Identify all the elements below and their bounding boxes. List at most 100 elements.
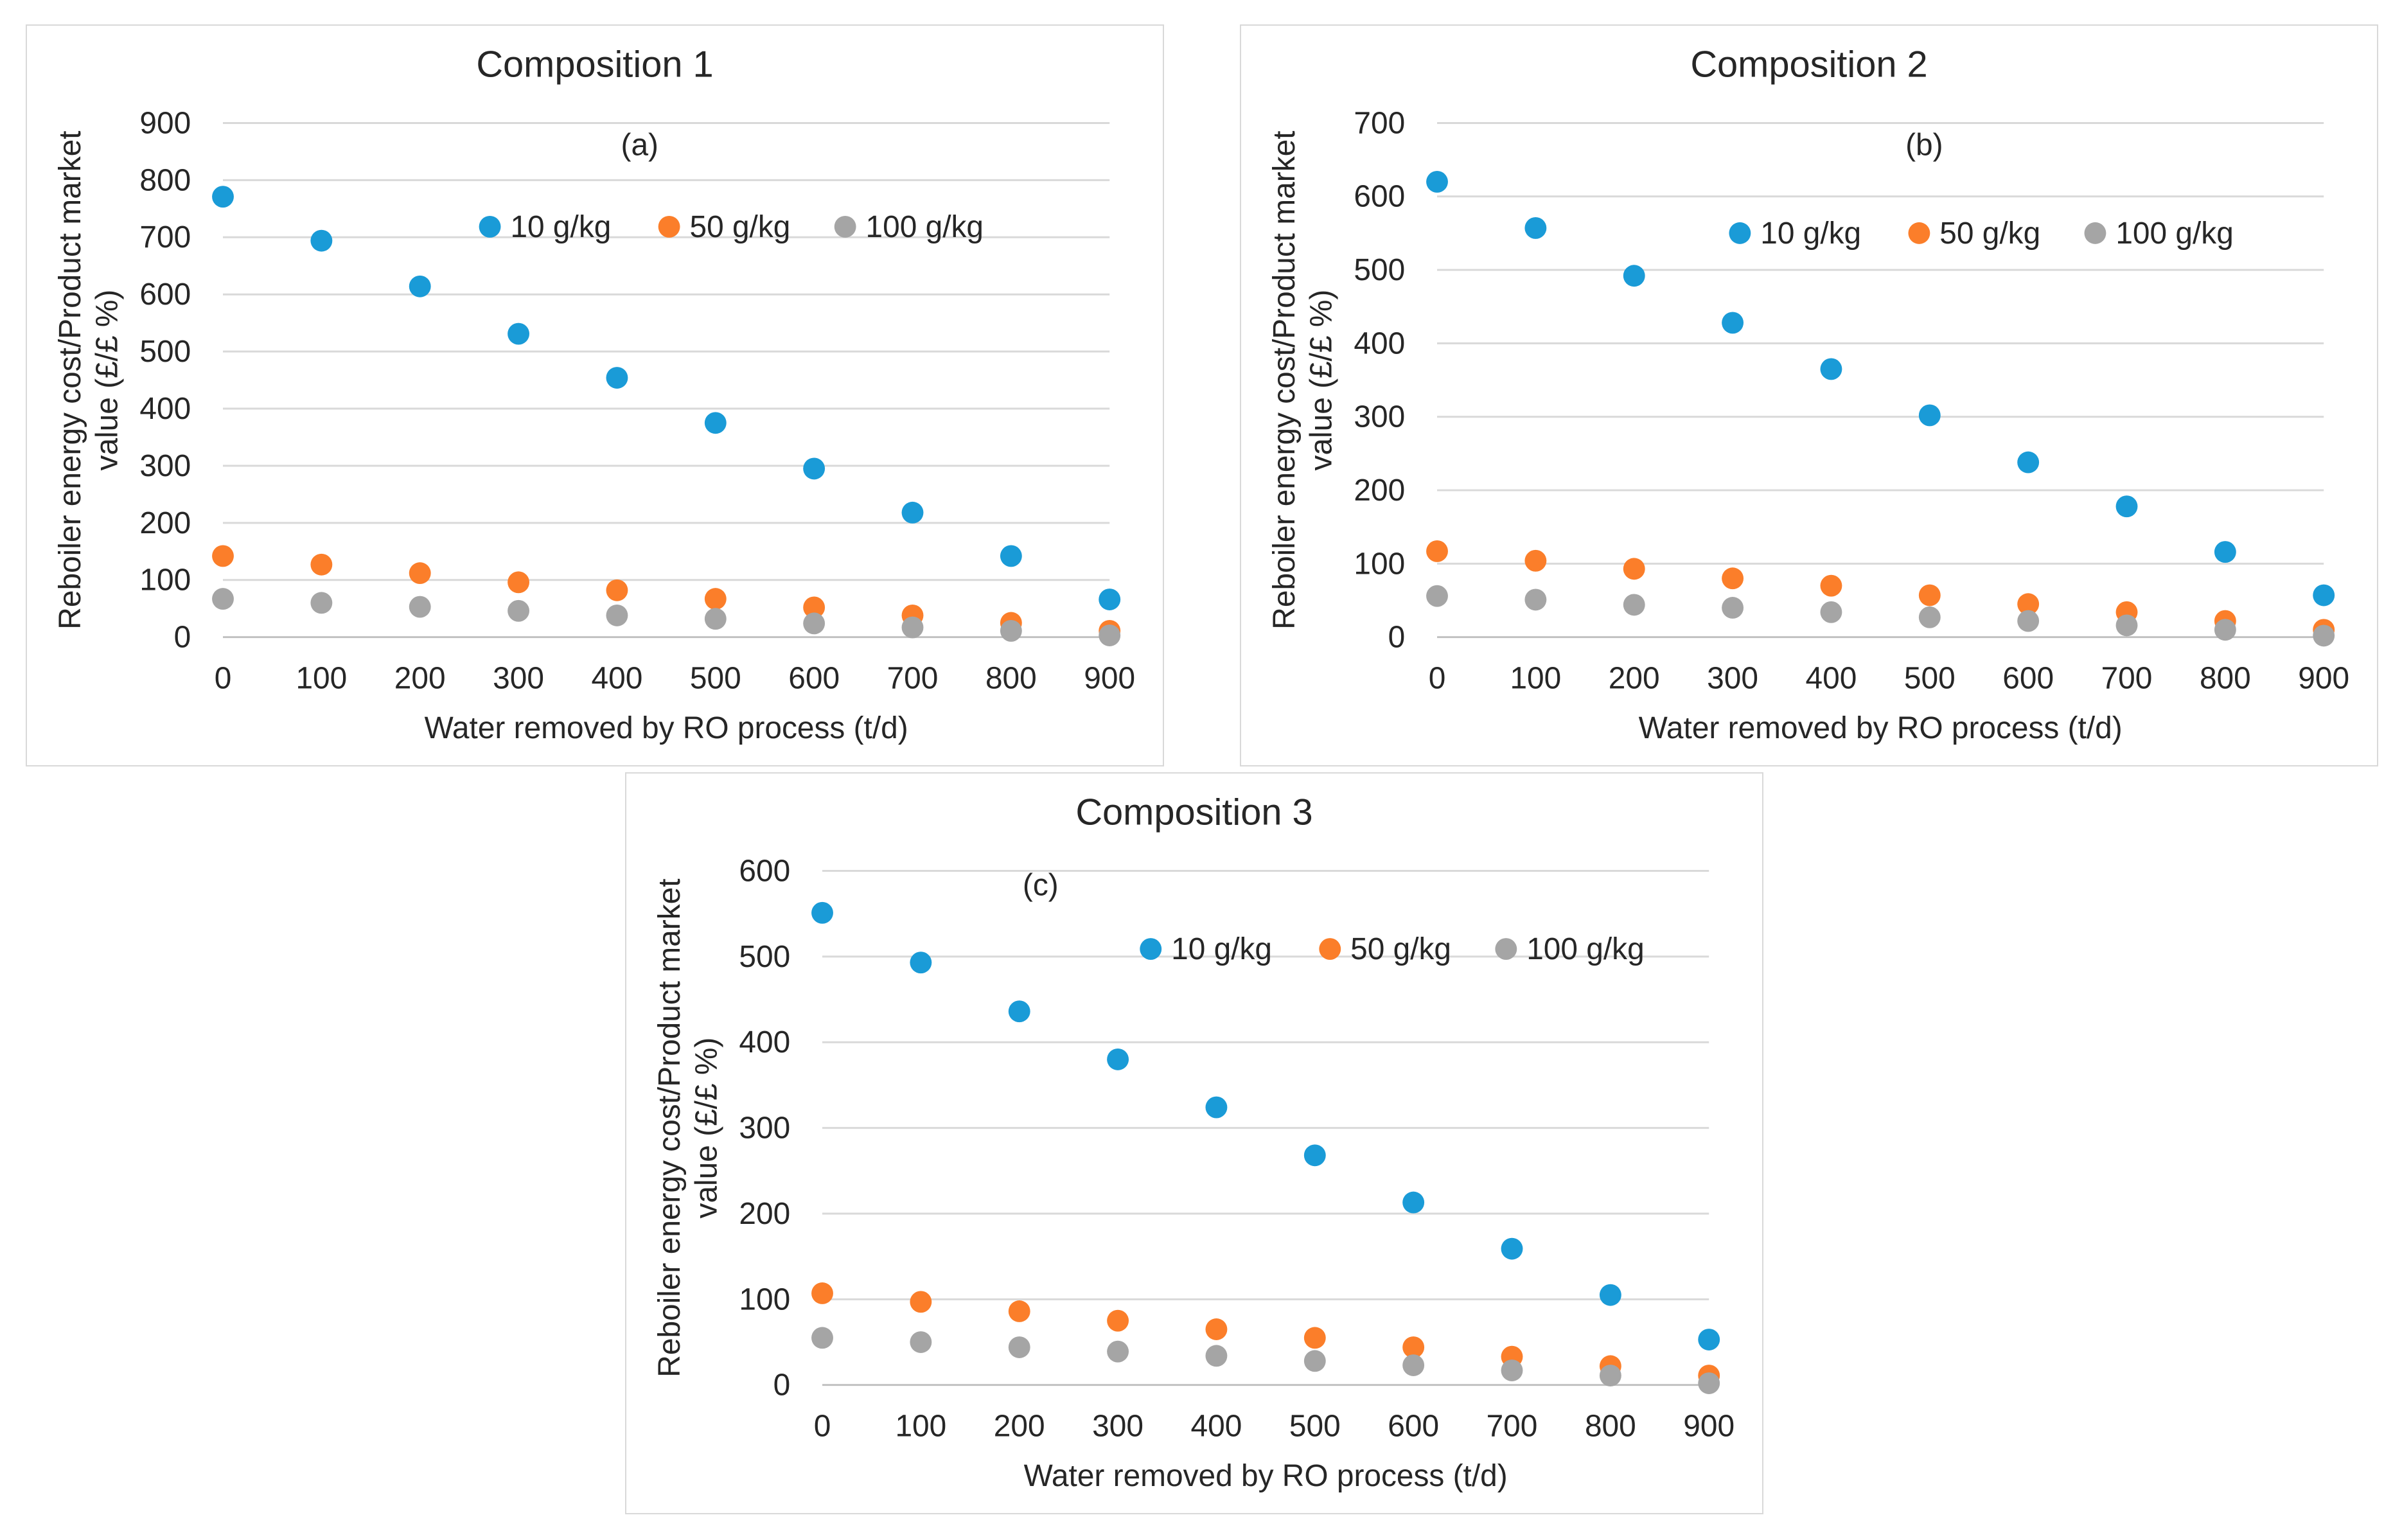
y-tick-label: 400 xyxy=(1354,326,1405,360)
y-tick-label: 700 xyxy=(139,220,191,254)
x-tick-label: 800 xyxy=(1585,1409,1636,1443)
data-point-100-g-kg xyxy=(901,616,924,639)
data-point-50-g-kg xyxy=(1205,1318,1228,1340)
data-point-10-g-kg xyxy=(811,901,833,924)
data-point-100-g-kg xyxy=(910,1331,932,1353)
legend-label-50-g-kg: 50 g/kg xyxy=(1939,217,2040,251)
data-point-50-g-kg xyxy=(1402,1336,1425,1358)
data-point-10-g-kg xyxy=(1303,1144,1326,1167)
data-point-100-g-kg xyxy=(1099,624,1121,646)
y-axis-label-line1: Reboiler energy cost/Product market xyxy=(653,878,687,1377)
data-point-10-g-kg xyxy=(1918,404,1941,427)
chart-svg-composition-1: Composition 1 0 100 200 300 400 500 600 700 800 90… xyxy=(53,44,1135,745)
data-point-100-g-kg xyxy=(1426,585,1448,607)
data-point-50-g-kg xyxy=(803,596,826,619)
x-tick-label: 500 xyxy=(1904,661,1956,695)
data-point-100-g-kg xyxy=(1205,1345,1228,1367)
data-point-100-g-kg xyxy=(606,604,628,626)
y-tick-label: 500 xyxy=(739,940,790,974)
chart-svg-composition-3: Composition 3 0 100 200 300 400 500 600 0 100 200 3… xyxy=(653,792,1735,1493)
y-tick-label: 0 xyxy=(1388,621,1406,655)
x-tick-label: 900 xyxy=(1683,1409,1735,1443)
panel-annotation: (c) xyxy=(1023,868,1059,902)
legend-marker-10-g-kg xyxy=(1729,222,1751,244)
x-tick-label: 500 xyxy=(690,661,741,695)
x-tick-label: 900 xyxy=(2298,661,2349,695)
legend-marker-50-g-kg xyxy=(658,215,680,238)
x-tick-label: 700 xyxy=(2101,661,2153,695)
data-point-100-g-kg xyxy=(1918,606,1941,628)
data-point-10-g-kg xyxy=(1722,312,1744,334)
y-axis-label-line1: Reboiler energy cost/Product market xyxy=(53,130,87,629)
x-tick-label: 0 xyxy=(1429,661,1446,695)
chart-panel-composition-1: Composition 1 0 100 200 300 400 500 600 700 800 90… xyxy=(26,24,1164,766)
y-tick-label: 300 xyxy=(139,449,191,483)
data-point-100-g-kg xyxy=(1722,597,1744,619)
legend-label-100-g-kg: 100 g/kg xyxy=(866,210,984,244)
data-point-100-g-kg xyxy=(1008,1336,1030,1358)
data-point-50-g-kg xyxy=(606,579,628,601)
x-tick-label: 400 xyxy=(592,661,643,695)
legend-marker-50-g-kg xyxy=(1908,222,1930,244)
data-point-50-g-kg xyxy=(1107,1309,1129,1332)
y-tick-label: 0 xyxy=(174,621,191,655)
y-axis-label-line1: Reboiler energy cost/Product market xyxy=(1267,130,1302,629)
data-point-50-g-kg xyxy=(1820,574,1842,597)
data-point-100-g-kg xyxy=(1599,1365,1621,1386)
legend-marker-100-g-kg xyxy=(1495,938,1517,960)
data-point-100-g-kg xyxy=(310,592,333,614)
y-tick-label: 100 xyxy=(1354,547,1405,581)
y-axis-label-line2: value (£/£ %) xyxy=(690,1038,724,1219)
data-point-10-g-kg xyxy=(704,412,727,434)
x-tick-label: 200 xyxy=(1609,661,1660,695)
x-axis-label: Water removed by RO process (t/d) xyxy=(425,711,908,745)
x-tick-label: 500 xyxy=(1289,1409,1341,1443)
data-point-10-g-kg xyxy=(1501,1237,1523,1260)
data-point-100-g-kg xyxy=(811,1327,833,1349)
y-tick-label: 500 xyxy=(1354,253,1405,287)
data-point-100-g-kg xyxy=(212,588,234,610)
x-tick-label: 600 xyxy=(788,661,840,695)
x-tick-label: 900 xyxy=(1084,661,1135,695)
y-tick-label: 700 xyxy=(1354,106,1405,140)
data-point-10-g-kg xyxy=(2214,541,2236,563)
data-point-10-g-kg xyxy=(1099,589,1121,610)
data-point-10-g-kg xyxy=(1599,1284,1621,1306)
data-point-50-g-kg xyxy=(212,545,234,567)
y-tick-label: 400 xyxy=(139,392,191,426)
data-point-50-g-kg xyxy=(1918,584,1941,606)
x-tick-label: 400 xyxy=(1806,661,1857,695)
x-tick-label: 300 xyxy=(1092,1409,1144,1443)
data-point-50-g-kg xyxy=(1008,1300,1030,1322)
y-tick-label: 0 xyxy=(773,1368,791,1403)
x-tick-label: 700 xyxy=(1487,1409,1538,1443)
y-axis-label-line2: value (£/£ %) xyxy=(91,290,125,471)
data-point-10-g-kg xyxy=(1107,1048,1129,1070)
data-point-10-g-kg xyxy=(1820,358,1842,380)
y-tick-label: 100 xyxy=(739,1282,790,1316)
data-point-10-g-kg xyxy=(1000,545,1022,567)
x-tick-label: 100 xyxy=(296,661,347,695)
y-tick-label: 600 xyxy=(1354,180,1405,214)
data-point-10-g-kg xyxy=(1623,265,1645,287)
data-point-100-g-kg xyxy=(1303,1350,1326,1372)
x-axis-label: Water removed by RO process (t/d) xyxy=(1024,1459,1508,1493)
y-tick-label: 200 xyxy=(1354,474,1405,508)
legend-label-100-g-kg: 100 g/kg xyxy=(1526,932,1645,966)
legend-marker-10-g-kg xyxy=(1140,938,1162,960)
legend-marker-50-g-kg xyxy=(1319,938,1341,960)
data-point-100-g-kg xyxy=(2313,624,2335,647)
y-axis-label-line2: value (£/£ %) xyxy=(1305,290,1339,471)
legend-label-10-g-kg: 10 g/kg xyxy=(1760,217,1861,251)
data-point-50-g-kg xyxy=(1303,1327,1326,1349)
data-point-100-g-kg xyxy=(1501,1359,1523,1381)
data-point-100-g-kg xyxy=(1000,619,1022,642)
data-point-10-g-kg xyxy=(1698,1329,1720,1350)
chart-svg-composition-2: Composition 2 0 100 200 300 400 500 600 700 0 100 2… xyxy=(1267,44,2349,745)
legend-label-50-g-kg: 50 g/kg xyxy=(689,210,790,244)
legend-label-10-g-kg: 10 g/kg xyxy=(1171,932,1272,966)
data-point-50-g-kg xyxy=(704,588,727,610)
x-tick-label: 300 xyxy=(1707,661,1758,695)
chart-title: Composition 2 xyxy=(1690,44,1927,85)
data-point-10-g-kg xyxy=(803,457,826,480)
